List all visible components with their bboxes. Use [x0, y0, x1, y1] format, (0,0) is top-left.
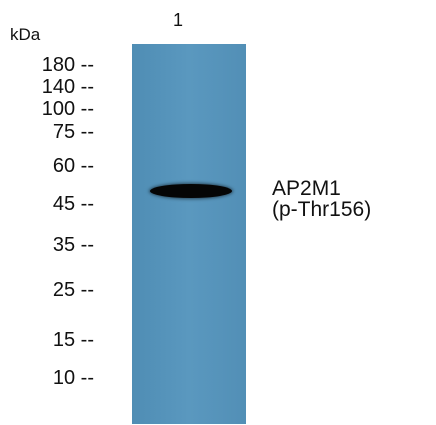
marker-100: 100 --	[41, 98, 94, 120]
blot-membrane	[132, 44, 246, 424]
marker-60: 60 --	[52, 155, 94, 177]
protein-modification-label: (p-Thr156)	[272, 198, 372, 221]
marker-45: 45 --	[52, 193, 94, 215]
protein-band	[150, 184, 232, 198]
unit-label: kDa	[10, 25, 41, 44]
marker-25: 25 --	[52, 279, 94, 301]
marker-10: 10 --	[52, 367, 94, 389]
marker-15: 15 --	[52, 329, 94, 351]
marker-140: 140 --	[41, 76, 94, 98]
marker-180: 180 --	[41, 54, 94, 76]
protein-name-label: AP2M1	[272, 177, 341, 200]
marker-35: 35 --	[52, 234, 94, 256]
marker-75: 75 --	[52, 121, 94, 143]
lane-label: 1	[173, 10, 184, 30]
